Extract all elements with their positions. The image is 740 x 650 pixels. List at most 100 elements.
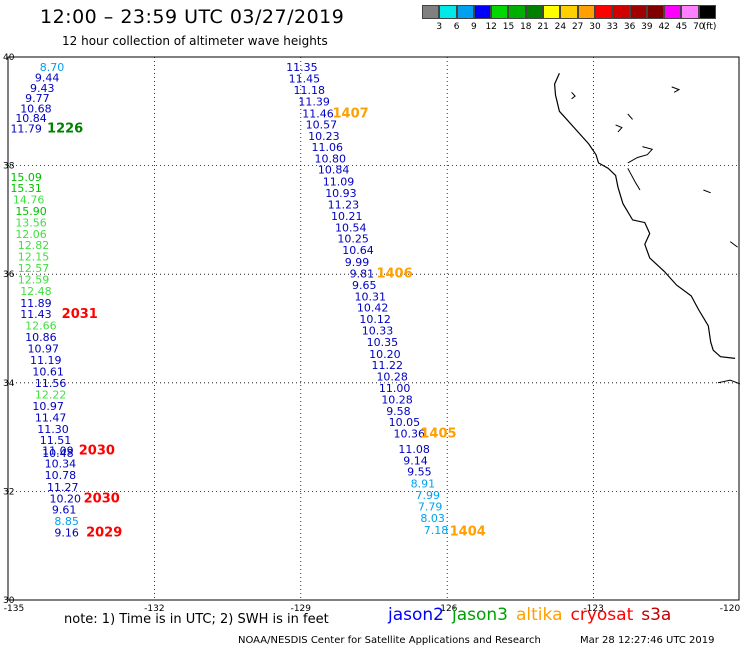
wave-height-value: 10.61: [32, 366, 64, 379]
wave-height-value: 10.25: [337, 233, 369, 246]
wave-height-value: 10.23: [308, 130, 340, 143]
color-scale-label: 45: [675, 22, 688, 32]
map-frame: [7, 56, 740, 601]
coast-feature: [703, 189, 711, 194]
wave-height-value: 7.18: [424, 524, 449, 537]
lon-tick-label: -120: [720, 604, 740, 614]
color-scale-swatch: [439, 5, 457, 19]
wave-height-value: 8.91: [411, 478, 436, 491]
wave-height-value: 10.48: [42, 447, 74, 460]
pass-time-label: 2029: [86, 525, 122, 540]
wave-height-value: 10.35: [367, 336, 399, 349]
wave-height-value: 11.06: [312, 141, 344, 154]
lat-tick-label: 32: [3, 487, 14, 497]
wave-height-value: 11.18: [293, 84, 325, 97]
wave-height-value: 9.81: [350, 267, 375, 280]
color-scale-swatch: [456, 5, 474, 19]
lon-tick-label: -129: [291, 604, 312, 614]
wave-height-value: 10.28: [381, 393, 413, 406]
wave-height-value: 8.70: [40, 61, 65, 74]
wave-height-value: 10.84: [318, 164, 350, 177]
color-scale-swatch: [577, 5, 595, 19]
pass-time-label: 1405: [420, 427, 456, 442]
wave-height-value: 9.61: [52, 504, 77, 517]
color-scale-label: 3: [436, 22, 443, 32]
wave-height-value: 15.31: [10, 182, 42, 195]
credit-line: NOAA/NESDIS Center for Satellite Applica…: [238, 635, 541, 646]
lon-tick-label: -123: [583, 604, 603, 614]
lon-tick-label: -135: [4, 604, 24, 614]
wave-height-value: 12.66: [25, 320, 57, 333]
wave-height-value: 12.22: [35, 389, 66, 402]
color-scale-label: 42: [658, 22, 670, 32]
color-scale-label: 33: [606, 22, 619, 32]
wave-height-value: 10.33: [362, 324, 394, 337]
satellite-legend-item: altika: [516, 605, 563, 625]
wave-height-value: 11.47: [35, 411, 66, 424]
color-scale-swatch: [664, 5, 682, 19]
coastline: [553, 73, 736, 359]
wave-height-value: 13.56: [15, 216, 47, 229]
wave-height-value: 7.99: [415, 489, 440, 502]
pass-time-label: 2030: [84, 491, 120, 506]
color-scale-label: 6: [453, 22, 460, 32]
pass-time-label: 1406: [376, 266, 412, 281]
wave-height-value: 11.35: [286, 61, 318, 74]
color-scale-label: 24: [554, 22, 567, 32]
color-scale-labels: 3 6 9 12 15 18 21 24 27 30 33 36 39 42 45 70 (ft): [422, 22, 740, 34]
satellite-legend-item: cryosat: [570, 605, 634, 625]
wave-height-value: 10.42: [357, 302, 389, 315]
wave-height-value: 7.79: [418, 500, 443, 513]
wave-height-value: 11.09: [42, 444, 74, 457]
wave-height-value: 9.99: [345, 256, 370, 269]
credit-timestamp: Mar 28 12:27:46 UTC 2019: [580, 635, 715, 646]
wave-height-value: 11.23: [328, 198, 360, 211]
color-scale-label: 70: [693, 22, 705, 32]
wave-height-value: 10.21: [331, 210, 363, 223]
footer-note: note: 1) Time is in UTC; 2) SWH is in fe…: [64, 612, 329, 627]
coast-feature: [571, 91, 576, 100]
color-scale-swatch: [473, 5, 492, 19]
color-scale-swatch: [422, 5, 440, 19]
color-scale-swatch: [698, 5, 717, 19]
wave-height-value: 15.09: [10, 171, 42, 184]
wave-height-value: 10.80: [314, 152, 346, 165]
wave-height-value: 11.30: [37, 423, 69, 436]
color-scale-label: 15: [502, 22, 515, 32]
wave-height-value: 10.57: [306, 119, 338, 132]
wave-height-value: 10.12: [359, 313, 391, 326]
wave-height-value: 11.27: [47, 481, 79, 494]
wave-height-value: 10.86: [25, 331, 57, 344]
wave-height-value: 10.93: [325, 187, 357, 200]
wave-height-value: 10.34: [45, 458, 77, 471]
coast-feature: [717, 379, 740, 385]
wave-height-value: 9.43: [30, 82, 55, 95]
wave-height-value: 9.16: [54, 526, 79, 539]
page-title: 12:00 – 23:59 UTC 03/27/2019: [40, 6, 345, 28]
satellite-legend-item: jason2: [388, 605, 444, 625]
satellite-legend: jason2 jason3 altika cryosat s3a: [388, 605, 679, 625]
coast-feature: [729, 241, 738, 248]
lat-tick-label: 40: [3, 53, 15, 63]
wave-height-value: 12.82: [18, 239, 50, 252]
wave-height-value: 11.43: [20, 308, 52, 321]
wave-height-value: 9.14: [403, 454, 428, 467]
wave-height-value: 11.00: [379, 382, 411, 395]
coast-feature: [627, 113, 633, 120]
lat-tick-label: 38: [3, 162, 15, 172]
pass-time-label: 2030: [79, 443, 115, 458]
pass-time-label: 1226: [47, 121, 83, 136]
wave-height-value: 10.78: [45, 469, 77, 482]
color-scale-swatch: [560, 5, 578, 19]
lon-tick-label: -132: [144, 604, 164, 614]
lat-tick-label: 36: [3, 270, 15, 280]
wave-height-value: 11.51: [40, 434, 72, 447]
wave-height-value: 8.85: [54, 515, 79, 528]
pass-time-label: 2031: [62, 307, 98, 322]
color-scale-label: 36: [623, 22, 636, 32]
coast-feature: [627, 146, 654, 164]
lon-tick-label: -126: [437, 604, 458, 614]
color-scale-label: 12: [485, 22, 497, 32]
wave-height-value: 11.45: [289, 73, 321, 86]
